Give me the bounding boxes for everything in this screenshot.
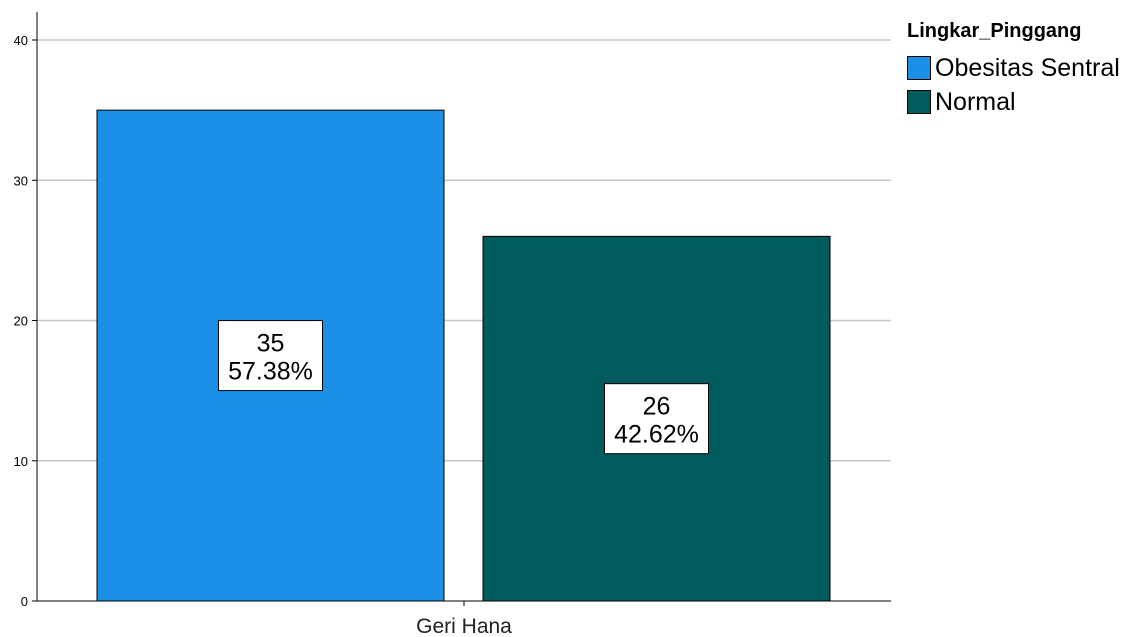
bars	[96, 109, 831, 602]
data-label-percent: 42.62%	[614, 421, 699, 449]
y-tick-label: 30	[14, 173, 28, 188]
data-label-value: 35	[257, 330, 285, 358]
legend: Lingkar_Pinggang Obesitas Sentral Normal	[907, 20, 1120, 119]
legend-swatch-obesitas-sentral	[907, 56, 931, 80]
y-axis-ticks: 0 10 20 30 40	[14, 33, 37, 609]
y-tick-label: 20	[14, 314, 28, 329]
legend-label: Normal	[935, 87, 1016, 116]
x-axis-ticks: Geri Hana	[416, 601, 512, 637]
legend-item-obesitas-sentral: Obesitas Sentral	[907, 51, 1120, 85]
data-label-box	[218, 320, 323, 392]
legend-label: Obesitas Sentral	[935, 53, 1120, 82]
legend-title: Lingkar_Pinggang	[907, 20, 1082, 42]
y-tick-label: 0	[21, 594, 28, 609]
legend-item-normal: Normal	[907, 85, 1120, 119]
x-tick-label: Geri Hana	[416, 615, 512, 637]
data-label-value: 26	[643, 393, 671, 421]
y-tick-label: 10	[14, 454, 28, 469]
legend-swatch-normal	[907, 90, 931, 114]
data-label-percent: 57.38%	[228, 358, 313, 386]
y-tick-label: 40	[14, 33, 28, 48]
data-label-box	[604, 383, 709, 455]
